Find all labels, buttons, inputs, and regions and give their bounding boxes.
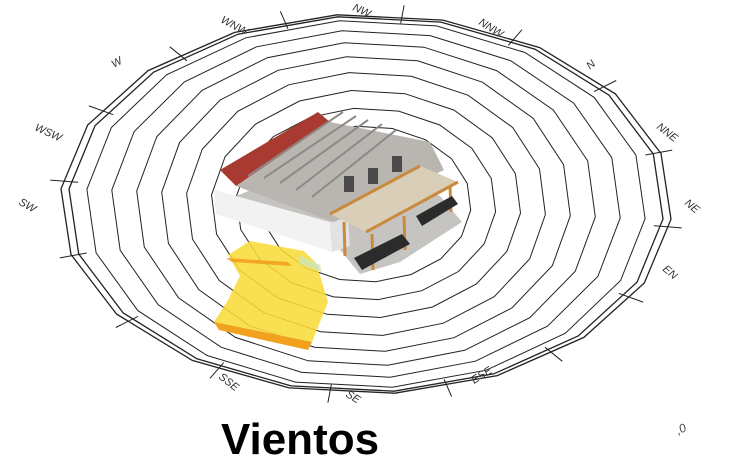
wind-rose-diagram: NW NNW N NNE NE EN ESE SE SSE SW WSW W W… bbox=[17, 2, 702, 407]
wind-rose-ring bbox=[111, 30, 621, 378]
direction-tick bbox=[169, 46, 188, 62]
direction-tick bbox=[653, 225, 682, 229]
direction-tick bbox=[209, 362, 225, 379]
direction-label-wsw: WSW bbox=[33, 122, 65, 145]
direction-tick bbox=[50, 179, 79, 183]
direction-label-sw: SW bbox=[17, 196, 40, 216]
direction-tick bbox=[645, 149, 673, 156]
wind-rose-ring bbox=[136, 42, 596, 366]
direction-label-n: N bbox=[584, 58, 598, 72]
direction-tick bbox=[507, 29, 523, 46]
direction-label-sse: SSE bbox=[216, 371, 241, 394]
direction-tick bbox=[593, 80, 617, 93]
direction-tick bbox=[115, 315, 139, 328]
wind-rose-rings bbox=[60, 14, 672, 394]
direction-tick bbox=[279, 11, 289, 29]
wind-rose-ring bbox=[161, 56, 571, 352]
direction-tick bbox=[59, 252, 87, 259]
direction-tick bbox=[443, 379, 453, 397]
direction-tick bbox=[400, 5, 405, 24]
direction-label-w: W bbox=[110, 54, 126, 70]
wind-rose-ring bbox=[68, 16, 664, 392]
direction-tick bbox=[327, 384, 332, 403]
direction-label-ne: NE bbox=[682, 197, 702, 216]
direction-tick bbox=[618, 292, 644, 303]
wind-rose-ring bbox=[60, 14, 672, 394]
wind-rose-ring bbox=[86, 20, 646, 388]
wind-rose-ring bbox=[210, 89, 522, 319]
direction-tick bbox=[544, 346, 563, 362]
direction-label-nne: NNE bbox=[654, 121, 680, 145]
direction-label-nnw: NNW bbox=[476, 16, 506, 41]
building-illustration bbox=[214, 111, 462, 274]
direction-tick bbox=[88, 105, 114, 116]
wind-sector-highlight bbox=[214, 241, 328, 350]
wind-rose-ring bbox=[186, 72, 546, 336]
direction-ticks bbox=[50, 5, 682, 403]
diagram-title: Vientos bbox=[220, 415, 380, 464]
direction-label-en: EN bbox=[660, 263, 679, 282]
